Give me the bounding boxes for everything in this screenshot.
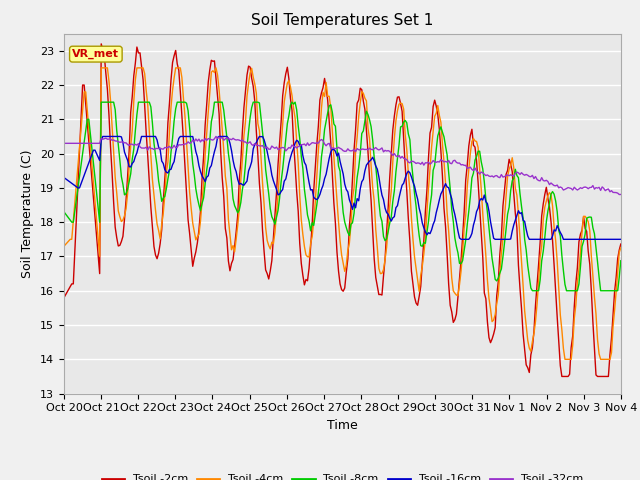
- Tsoil -4cm: [305, 254, 313, 260]
- Tsoil -32cm: [305, 143, 313, 148]
- X-axis label: Time: Time: [327, 419, 358, 432]
- Tsoil -4cm: [97, 65, 105, 71]
- Tsoil -4cm: [617, 245, 625, 251]
- Legend: Tsoil -2cm, Tsoil -4cm, Tsoil -8cm, Tsoil -16cm, Tsoil -32cm: Tsoil -2cm, Tsoil -4cm, Tsoil -8cm, Tsoi…: [97, 470, 588, 480]
- Tsoil -8cm: [529, 288, 536, 294]
- Tsoil -2cm: [246, 64, 254, 70]
- Tsoil -32cm: [129, 142, 136, 147]
- Tsoil -8cm: [589, 225, 596, 231]
- Y-axis label: Soil Temperature (C): Soil Temperature (C): [22, 149, 35, 278]
- Tsoil -32cm: [617, 192, 625, 197]
- Tsoil -8cm: [97, 99, 105, 105]
- Tsoil -4cm: [255, 128, 263, 133]
- Tsoil -16cm: [99, 133, 107, 139]
- Tsoil -4cm: [228, 247, 236, 252]
- Tsoil -32cm: [60, 141, 68, 146]
- Tsoil -8cm: [130, 146, 138, 152]
- Tsoil -2cm: [305, 265, 313, 271]
- Tsoil -2cm: [60, 295, 68, 300]
- Tsoil -2cm: [255, 180, 263, 186]
- Tsoil -32cm: [588, 185, 595, 191]
- Text: VR_met: VR_met: [72, 49, 119, 59]
- Line: Tsoil -4cm: Tsoil -4cm: [64, 68, 621, 360]
- Tsoil -32cm: [228, 137, 236, 143]
- Tsoil -8cm: [255, 100, 263, 106]
- Tsoil -4cm: [130, 98, 138, 104]
- Tsoil -2cm: [558, 373, 566, 379]
- Tsoil -32cm: [255, 143, 263, 149]
- Tsoil -32cm: [616, 192, 623, 197]
- Tsoil -16cm: [60, 175, 68, 180]
- Tsoil -16cm: [246, 164, 254, 170]
- Tsoil -16cm: [255, 133, 263, 139]
- Tsoil -4cm: [246, 70, 254, 76]
- Tsoil -2cm: [589, 319, 596, 324]
- Title: Soil Temperatures Set 1: Soil Temperatures Set 1: [252, 13, 433, 28]
- Tsoil -2cm: [97, 41, 105, 47]
- Tsoil -2cm: [130, 73, 138, 79]
- Tsoil -8cm: [617, 258, 625, 264]
- Tsoil -8cm: [228, 179, 236, 184]
- Tsoil -8cm: [305, 218, 313, 224]
- Tsoil -32cm: [212, 133, 220, 139]
- Tsoil -32cm: [246, 139, 254, 144]
- Tsoil -4cm: [60, 243, 68, 249]
- Line: Tsoil -8cm: Tsoil -8cm: [64, 102, 621, 291]
- Tsoil -16cm: [457, 237, 465, 242]
- Tsoil -4cm: [589, 273, 596, 278]
- Tsoil -16cm: [130, 159, 138, 165]
- Tsoil -16cm: [305, 180, 313, 185]
- Tsoil -4cm: [561, 357, 569, 362]
- Tsoil -16cm: [617, 237, 625, 242]
- Tsoil -8cm: [246, 115, 254, 120]
- Tsoil -16cm: [589, 237, 596, 242]
- Tsoil -2cm: [228, 261, 236, 266]
- Line: Tsoil -32cm: Tsoil -32cm: [64, 136, 621, 194]
- Tsoil -8cm: [60, 209, 68, 215]
- Tsoil -16cm: [228, 147, 236, 153]
- Line: Tsoil -2cm: Tsoil -2cm: [64, 44, 621, 376]
- Tsoil -2cm: [617, 241, 625, 247]
- Line: Tsoil -16cm: Tsoil -16cm: [64, 136, 621, 240]
